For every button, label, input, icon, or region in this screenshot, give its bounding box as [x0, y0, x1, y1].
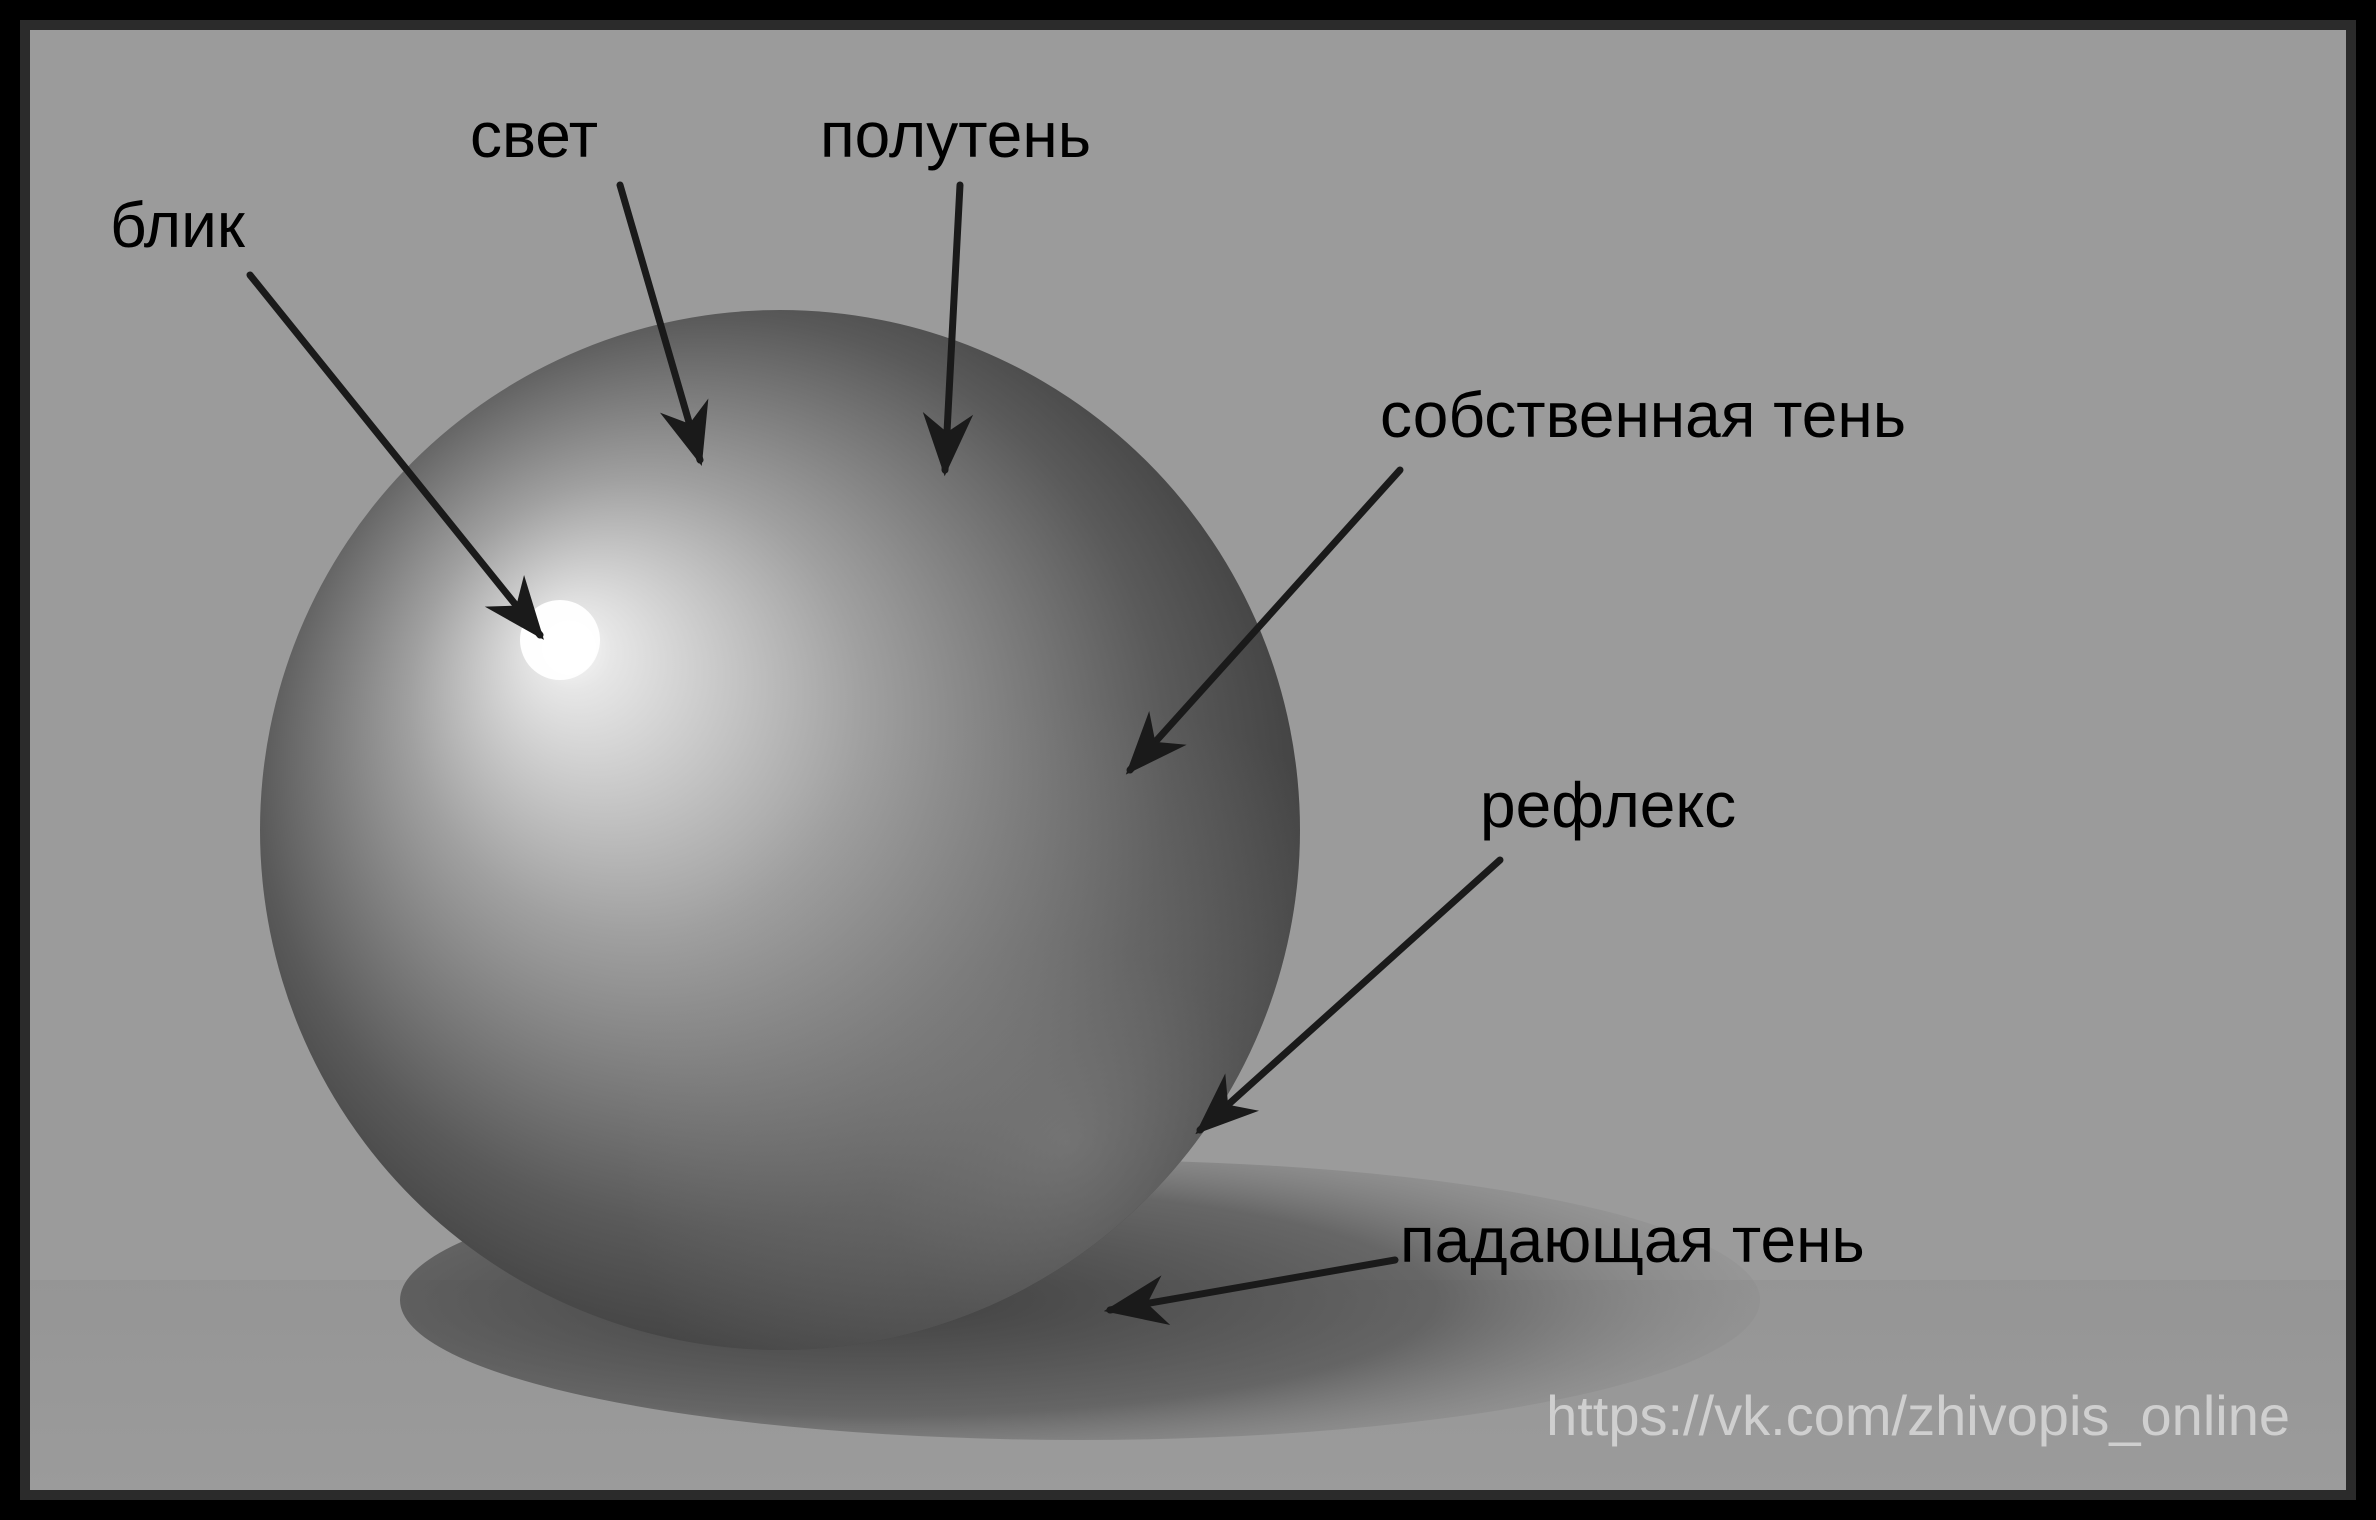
label-poluten: полутень — [820, 99, 1091, 171]
watermark: https://vk.com/zhivopis_online — [1546, 1384, 2290, 1447]
label-sobstv_ten: собственная тень — [1380, 379, 1906, 451]
label-blik: блик — [110, 189, 246, 261]
label-pad_ten: падающая тень — [1400, 1204, 1865, 1276]
label-refleks: рефлекс — [1480, 769, 1736, 841]
diagram-frame: блик свет полутень собственная тень рефлекс п… — [0, 0, 2376, 1520]
label-svet: свет — [470, 99, 598, 171]
sphere-shading-diagram: блик свет полутень собственная тень рефлекс п… — [0, 0, 2376, 1520]
sphere — [260, 310, 1300, 1350]
